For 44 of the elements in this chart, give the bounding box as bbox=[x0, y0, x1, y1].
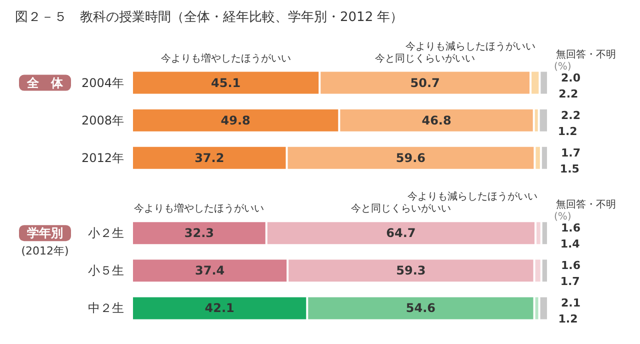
text: 学年別 bbox=[27, 226, 63, 240]
data-label: 37.2 bbox=[194, 150, 224, 165]
data-label: 2.2 bbox=[561, 108, 580, 122]
data-label: 46.8 bbox=[422, 113, 452, 128]
data-label: 1.2 bbox=[558, 124, 578, 138]
data-label: 1.6 bbox=[561, 259, 581, 272]
text: (%) bbox=[554, 212, 572, 223]
y-tick-label: 2008年 bbox=[81, 113, 124, 128]
data-label: 59.3 bbox=[396, 264, 426, 278]
text: 今よりも増やしたほうがいい bbox=[134, 204, 264, 215]
text: 今と同じくらいがいい bbox=[350, 204, 451, 215]
text: 今よりも減らしたほうがいい bbox=[407, 192, 538, 203]
y-tick-label: 小５生 bbox=[88, 264, 124, 278]
data-label: 49.8 bbox=[220, 113, 250, 128]
data-label: 2.1 bbox=[561, 296, 580, 310]
data-label: 64.7 bbox=[386, 226, 416, 240]
data-label: 50.7 bbox=[410, 76, 440, 90]
y-tick-label: 小２生 bbox=[88, 226, 124, 240]
data-label: 1.7 bbox=[560, 275, 580, 288]
y-tick-label: 2004年 bbox=[81, 76, 124, 90]
text: (2012年) bbox=[21, 244, 69, 258]
data-label: 45.1 bbox=[211, 76, 241, 90]
text: (%) bbox=[554, 61, 572, 72]
series-label: 無回答・不明 bbox=[556, 48, 616, 60]
text: 無回答・不明 bbox=[556, 200, 616, 211]
series-label: 今よりも増やしたほうがいい bbox=[160, 52, 291, 64]
y-tick-label: 2012年 bbox=[81, 150, 124, 165]
data-label: 59.6 bbox=[396, 150, 426, 165]
data-label: 2.2 bbox=[558, 87, 578, 100]
data-label: 1.4 bbox=[560, 238, 580, 251]
data-label: 2.0 bbox=[561, 71, 581, 84]
data-label: 1.7 bbox=[561, 146, 580, 160]
series-label: 今よりも減らしたほうがいい bbox=[406, 40, 536, 52]
data-label: 1.6 bbox=[561, 222, 581, 235]
chart-title: 図２－５ 教科の授業時間（全体・経年比較、学年別・2012 年） bbox=[15, 10, 404, 25]
data-label: 1.5 bbox=[560, 162, 580, 176]
y-tick-label: 中２生 bbox=[88, 301, 124, 316]
series-label: 今と同じくらいがいい bbox=[375, 52, 476, 64]
data-label: 37.4 bbox=[194, 264, 225, 278]
text: 全 体 bbox=[26, 76, 64, 90]
data-label: 32.3 bbox=[184, 226, 214, 240]
data-label: 1.2 bbox=[558, 312, 578, 326]
data-label: 54.6 bbox=[406, 301, 436, 316]
data-label: 42.1 bbox=[204, 301, 234, 316]
